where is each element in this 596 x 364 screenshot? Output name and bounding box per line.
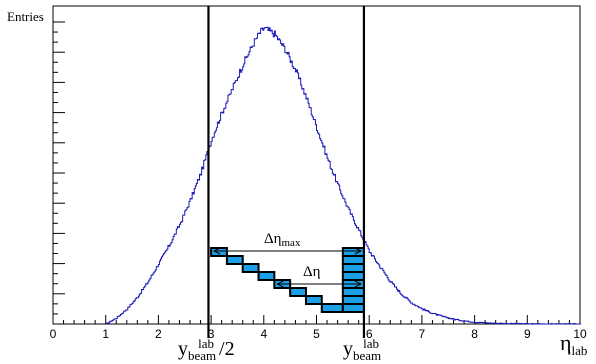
x-tick-label: 6 <box>366 327 373 341</box>
axes: 0 1 2 3 4 5 6 7 8 9 10 <box>50 5 587 341</box>
beam-half-sub: beam <box>188 348 217 363</box>
beam-full-main: y <box>343 338 353 360</box>
delta-eta-max-label: Δηmax <box>264 231 300 249</box>
staircase-box <box>225 255 244 265</box>
delta-eta-max-arrow-head-right <box>354 247 363 255</box>
staircase-box <box>341 271 365 281</box>
beam-half-suffix: /2 <box>214 338 235 360</box>
annotation-marks <box>207 6 366 338</box>
y-axis-label: Entries <box>7 9 44 24</box>
histogram-marks <box>105 26 582 325</box>
x-tick-label: 5 <box>313 327 320 341</box>
delta-eta-max-sub: max <box>281 237 301 249</box>
delta-eta-max-arrow-head-left <box>212 247 221 255</box>
beam-full-sub: beam <box>353 348 382 363</box>
x-tick-label: 3 <box>208 327 215 341</box>
x-tick-label: 8 <box>471 327 478 341</box>
delta-eta-label: Δη <box>303 264 321 281</box>
staircase-box <box>289 287 307 297</box>
x-axis-label-main: η <box>560 330 572 355</box>
x-tick-label: 7 <box>419 327 426 341</box>
delta-eta-max-main: Δη <box>264 231 282 247</box>
beam-full-sup: lab <box>363 336 380 351</box>
staircase-box <box>341 263 365 273</box>
x-tick-label: 1 <box>102 327 109 341</box>
beam-full-label: ybeamlab <box>343 336 382 364</box>
staircase-box <box>341 295 365 305</box>
staircase-box <box>241 263 260 273</box>
staircase-box <box>341 287 365 297</box>
staircase-box <box>320 303 344 313</box>
staircase-box <box>304 295 323 305</box>
x-tick-label: 10 <box>573 327 587 341</box>
x-axis-label: ηlab <box>560 330 587 359</box>
x-tick-label: 2 <box>155 327 162 341</box>
staircase-box <box>210 247 228 257</box>
staircase-box <box>257 271 276 281</box>
x-tick-label: 9 <box>524 327 531 341</box>
x-axis-label-sub: lab <box>571 343 588 358</box>
staircase-box <box>341 255 365 265</box>
staircase-box <box>341 303 365 313</box>
beam-half-main: y <box>178 338 188 360</box>
delta-eta-main: Δη <box>303 264 321 280</box>
delta-eta-arrow-head-right <box>354 280 363 288</box>
beam-half-label: ybeamlab /2 <box>178 336 235 364</box>
staircase-box <box>341 247 365 257</box>
delta-eta-arrow-head-left <box>276 280 284 288</box>
histogram-line <box>105 26 582 325</box>
beam-half-sup: lab <box>198 336 215 351</box>
x-tick-label: 0 <box>50 327 57 341</box>
x-tick-label: 4 <box>260 327 267 341</box>
